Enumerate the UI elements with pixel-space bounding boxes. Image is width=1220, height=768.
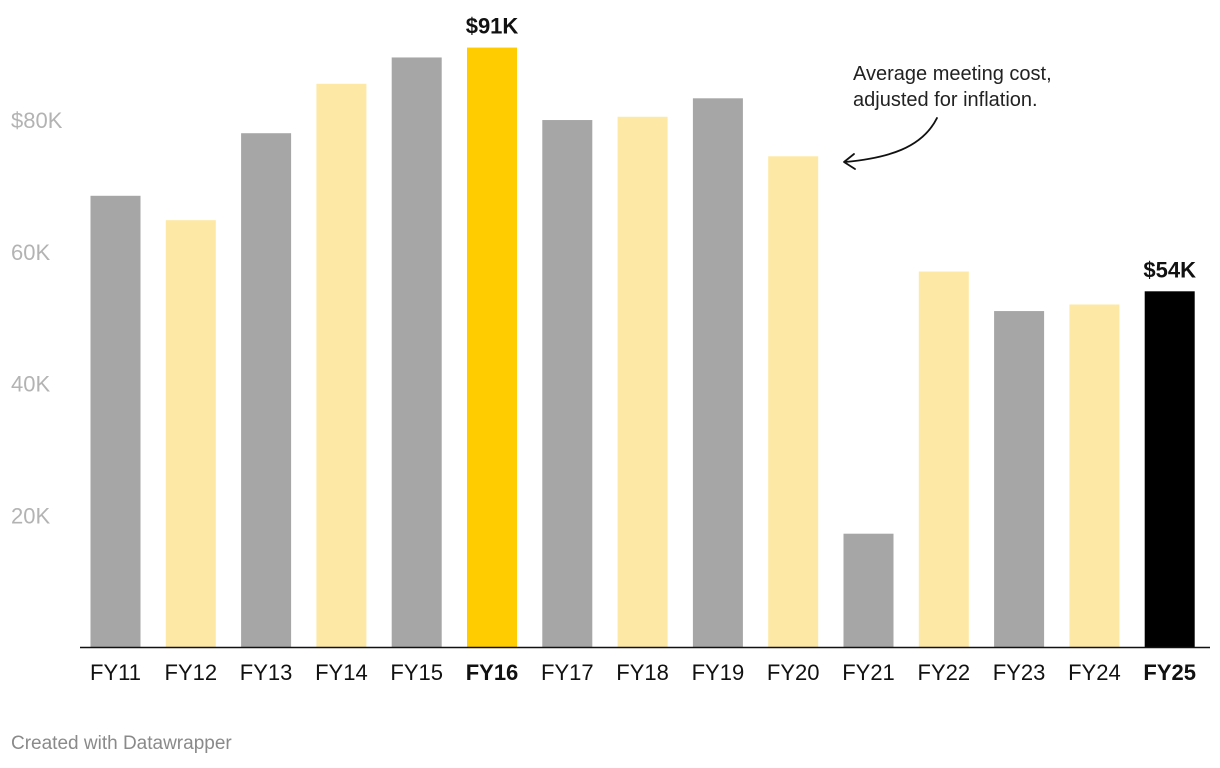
bar-fy22 — [918, 271, 969, 647]
x-tick-label: FY20 — [767, 660, 820, 685]
bar-chart: 20K 40K 60K $80K FY11 FY12 FY13 FY14 FY15 FY16 FY1… — [11, 14, 1210, 685]
bar-fy18 — [617, 116, 668, 647]
y-tick-label: $80K — [11, 108, 63, 133]
x-tick-label: FY12 — [165, 660, 218, 685]
bar-fy20 — [768, 156, 819, 647]
x-tick-label: FY11 — [90, 660, 141, 685]
footer-credit: Created with Datawrapper — [11, 733, 232, 754]
x-tick-label: FY24 — [1068, 660, 1121, 685]
x-tick-label: FY23 — [993, 660, 1046, 685]
bar-fy19 — [692, 98, 743, 647]
bar-fy14 — [316, 83, 367, 647]
y-tick-label: 40K — [11, 372, 50, 397]
annotation-text: adjusted for inflation. — [853, 89, 1038, 111]
value-label: $91K — [466, 14, 519, 39]
annotation-arrowhead — [843, 153, 856, 170]
value-label: $54K — [1143, 257, 1196, 282]
x-tick-label: FY14 — [315, 660, 368, 685]
x-tick-label: FY18 — [616, 660, 669, 685]
x-tick-label: FY25 — [1143, 660, 1196, 685]
x-tick-label: FY17 — [541, 660, 594, 685]
bar-fy25 — [1144, 291, 1195, 647]
bar-fy16 — [467, 47, 517, 647]
bar-fy11 — [90, 195, 141, 647]
bar-fy15 — [391, 57, 442, 647]
y-tick-label: 20K — [11, 503, 50, 528]
x-tick-label: FY19 — [692, 660, 745, 685]
annotation-text: Average meeting cost, — [853, 63, 1052, 85]
x-tick-label: FY16 — [466, 660, 519, 685]
bar-fy24 — [1069, 304, 1120, 647]
x-tick-label: FY21 — [842, 660, 895, 685]
bar-fy12 — [165, 220, 216, 647]
x-tick-label: FY22 — [918, 660, 971, 685]
bar-fy23 — [994, 311, 1045, 647]
x-tick-label: FY15 — [390, 660, 443, 685]
y-tick-label: 60K — [11, 240, 50, 265]
annotation-arrow — [844, 117, 938, 163]
bar-fy17 — [542, 120, 593, 648]
bar-fy13 — [241, 133, 292, 648]
bar-fy21 — [843, 533, 894, 647]
x-tick-label: FY13 — [240, 660, 293, 685]
